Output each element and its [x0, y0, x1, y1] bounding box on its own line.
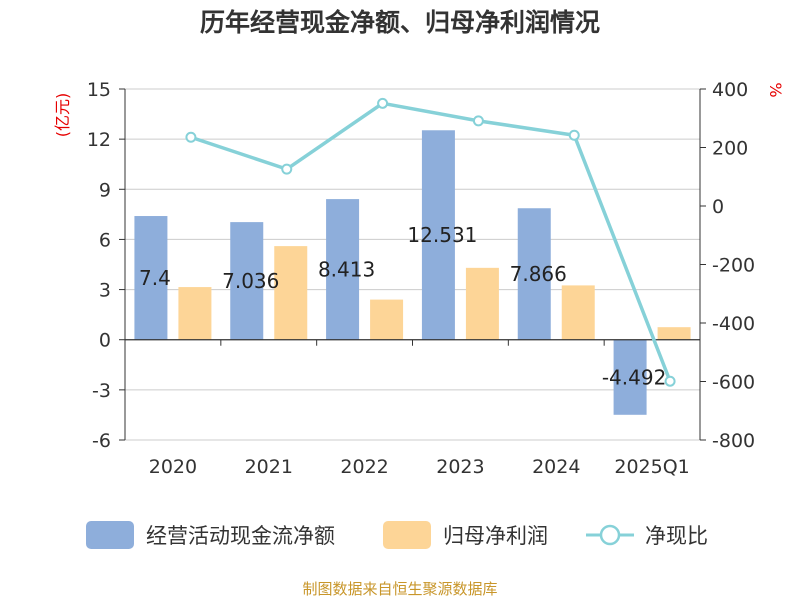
bar-cashflow	[326, 199, 360, 340]
x-axis-tick-label: 2022	[340, 456, 388, 478]
bars	[134, 130, 691, 415]
x-axis-tick-label: 2024	[532, 456, 580, 478]
left-axis-tick-label: -3	[92, 380, 111, 402]
x-axis-tick-label: 2023	[436, 456, 484, 478]
bar-cashflow	[421, 130, 455, 340]
left-axis-unit: (亿元)	[53, 93, 72, 138]
data-label-cashflow: 7.4	[139, 266, 171, 290]
bar-profit	[657, 327, 691, 340]
right-axis-tick-label: 400	[712, 79, 748, 101]
right-axis-tick-label: -600	[712, 372, 755, 394]
x-axis-tick-label: 2020	[149, 456, 197, 478]
data-labels: 7.4 7.036 8.413 12.531 7.866 -4.492	[139, 223, 666, 389]
data-label-cashflow: 8.413	[318, 257, 375, 281]
left-axis-tick-label: 9	[99, 179, 111, 201]
bar-cashflow	[134, 216, 168, 340]
bar-profit	[370, 299, 404, 340]
line-series	[185, 97, 676, 387]
x-axis-tick-label: 2025Q1	[614, 456, 689, 478]
left-axis-tick-label: 12	[87, 129, 111, 151]
x-axis-tick-label: 2021	[245, 456, 293, 478]
axes: -6 -3 0 3 6 9 12 15 -800 -600 -400 -200 0 200 400 2020 2…	[87, 79, 755, 478]
point-ratio	[185, 131, 197, 143]
chart-title: 历年经营现金净额、归母净利润情况	[200, 8, 600, 37]
bar-cashflow	[613, 339, 647, 415]
legend: 经营活动现金流净额 归母净利润 净现比	[86, 521, 708, 549]
bar-profit	[561, 285, 595, 340]
data-label-cashflow: -4.492	[602, 365, 666, 389]
data-label-cashflow: 7.036	[222, 269, 279, 293]
right-axis-tick-label: -400	[712, 313, 755, 335]
legend-swatch-marker	[599, 524, 621, 546]
left-axis-tick-label: 6	[99, 229, 111, 251]
right-axis-tick-label: 200	[712, 138, 748, 160]
right-axis-tick-label: 0	[712, 196, 724, 218]
point-ratio	[664, 375, 676, 387]
point-ratio	[377, 97, 389, 109]
bar-profit	[274, 246, 308, 340]
line-ratio	[190, 101, 672, 382]
grid	[125, 88, 700, 441]
bar-cashflow	[517, 208, 551, 340]
bar-profit	[465, 267, 499, 340]
legend-label-cashflow: 经营活动现金流净额	[146, 524, 335, 548]
left-axis-tick-label: 3	[99, 280, 111, 302]
left-axis-tick-label: 15	[87, 79, 111, 101]
legend-label-ratio: 净现比	[645, 524, 708, 548]
point-ratio	[281, 163, 293, 175]
bar-profit	[178, 287, 212, 340]
legend-swatch-profit	[383, 521, 431, 549]
data-label-cashflow: 12.531	[407, 223, 477, 247]
right-axis-unit: %	[766, 82, 785, 97]
legend-label-profit: 归母净利润	[443, 524, 548, 548]
left-axis-tick-label: -6	[92, 430, 111, 452]
left-axis-tick-label: 0	[99, 330, 111, 352]
source-note: 制图数据来自恒生聚源数据库	[302, 580, 497, 598]
bar-cashflow	[230, 222, 264, 340]
legend-swatch-cashflow	[86, 521, 134, 549]
right-axis-tick-label: -200	[712, 255, 755, 277]
right-axis-tick-label: -800	[712, 430, 755, 452]
point-ratio	[472, 115, 484, 127]
point-ratio	[568, 129, 580, 141]
data-label-cashflow: 7.866	[510, 262, 567, 286]
